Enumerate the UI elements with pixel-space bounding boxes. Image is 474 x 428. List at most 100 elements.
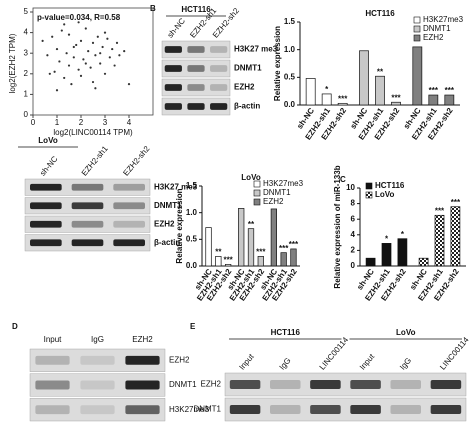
legend-label: DNMT1 — [423, 24, 451, 33]
blot-band — [30, 220, 62, 228]
point — [60, 29, 63, 32]
significance: * — [401, 230, 405, 239]
lane-label: IgG — [278, 356, 293, 372]
y-tick-label: 0.0 — [186, 261, 198, 270]
y-axis-label: Relative expression of miR-133b — [333, 165, 342, 288]
blot-band — [210, 84, 228, 91]
row-label: EZH2 — [201, 380, 222, 389]
y-tick-label: 4 — [24, 28, 29, 37]
legend-swatch — [253, 198, 261, 206]
point — [48, 72, 51, 75]
lane-label: Input — [358, 352, 377, 372]
chart-title: HCT116 — [365, 9, 395, 18]
bar — [337, 102, 348, 106]
y-tick-label: 5 — [24, 7, 29, 16]
legend-label: HCT116 — [375, 181, 405, 190]
point — [79, 74, 83, 77]
bar — [215, 256, 222, 267]
point — [84, 62, 87, 65]
blot-band — [269, 380, 301, 389]
y-tick-label: 10 — [346, 183, 355, 192]
legend-swatch — [253, 189, 261, 197]
significance: *** — [256, 248, 266, 257]
blot-band — [30, 183, 62, 191]
significance: *** — [445, 86, 455, 95]
blot-band — [430, 380, 462, 389]
blot-strip — [161, 78, 231, 97]
bar — [238, 208, 245, 267]
row-label: β-actin — [154, 238, 180, 247]
row-label: H3K27 me3 — [234, 45, 278, 54]
lane-label: IgG — [91, 335, 104, 344]
x-tick-label: 1 — [55, 118, 60, 127]
point — [87, 50, 90, 53]
blot-band — [113, 202, 145, 210]
panel-label: D — [12, 322, 18, 331]
point — [72, 56, 75, 59]
x-tick-label: 2 — [79, 118, 84, 127]
blot-band — [269, 405, 301, 414]
row-label: EZH2 — [169, 355, 190, 364]
significance: ** — [215, 248, 222, 257]
blot-band — [80, 405, 115, 415]
point — [123, 50, 126, 53]
bar — [418, 257, 429, 267]
blot-band — [113, 183, 145, 191]
point — [70, 83, 73, 86]
bar — [397, 238, 408, 267]
y-tick-label: 2 — [24, 69, 29, 78]
point — [77, 21, 80, 24]
point — [113, 64, 116, 67]
row-label: H3K27 me3 — [154, 182, 198, 191]
point — [51, 35, 54, 38]
y-tick-label: 0.0 — [284, 100, 296, 109]
lane-label: EZH2 — [132, 335, 153, 344]
point — [79, 39, 83, 42]
significance: * — [325, 85, 329, 94]
blot-band — [35, 355, 70, 365]
y-tick-label: 0.5 — [284, 72, 296, 81]
bar — [290, 248, 297, 267]
blot-band — [125, 355, 160, 365]
legend-label: EZH2 — [263, 197, 284, 206]
point — [65, 52, 68, 55]
point — [101, 45, 104, 49]
point — [67, 64, 71, 67]
bar — [247, 228, 255, 267]
y-tick-label: 8 — [351, 199, 356, 208]
blot-band — [210, 46, 228, 53]
point — [63, 76, 66, 80]
point — [94, 87, 97, 90]
point — [53, 70, 56, 73]
panel-label: C — [340, 175, 346, 184]
blot-strip — [29, 373, 166, 397]
row-label: EZH2 — [234, 83, 255, 92]
lane-label: Input — [44, 335, 63, 344]
legend-label: EZH2 — [423, 33, 444, 42]
bar — [359, 50, 369, 106]
point — [82, 58, 85, 61]
point — [99, 52, 102, 55]
significance: *** — [451, 198, 461, 207]
bar — [280, 252, 287, 267]
legend-swatch — [413, 34, 421, 42]
y-tick-label: 3 — [24, 48, 29, 57]
point — [127, 83, 131, 86]
chart-title: LoVo — [241, 173, 261, 182]
blot-band — [125, 405, 160, 415]
point — [67, 33, 71, 36]
cell-label: LoVo — [38, 136, 58, 145]
bar — [444, 94, 455, 106]
blot-band — [30, 202, 62, 210]
lane-label: LINC00114 — [438, 335, 471, 372]
blot-strip — [29, 398, 166, 422]
blot-band — [164, 65, 182, 72]
blot-strip — [224, 372, 467, 397]
lane-label: Input — [237, 352, 256, 372]
blot-band — [71, 202, 104, 210]
y-axis-label: Relative expression — [273, 26, 282, 101]
point — [103, 72, 107, 75]
y-tick-label: 1.5 — [186, 181, 198, 190]
point — [63, 23, 66, 26]
point — [103, 31, 107, 34]
